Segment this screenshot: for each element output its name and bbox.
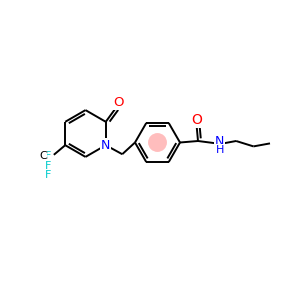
Text: N: N: [215, 135, 224, 148]
Circle shape: [148, 133, 167, 152]
Text: C: C: [39, 151, 47, 161]
Text: H: H: [215, 145, 224, 155]
Text: F: F: [45, 151, 52, 161]
Text: F: F: [45, 170, 52, 180]
Text: N: N: [101, 139, 110, 152]
Text: O: O: [113, 96, 124, 109]
Text: F: F: [45, 161, 52, 171]
Text: O: O: [191, 113, 202, 127]
